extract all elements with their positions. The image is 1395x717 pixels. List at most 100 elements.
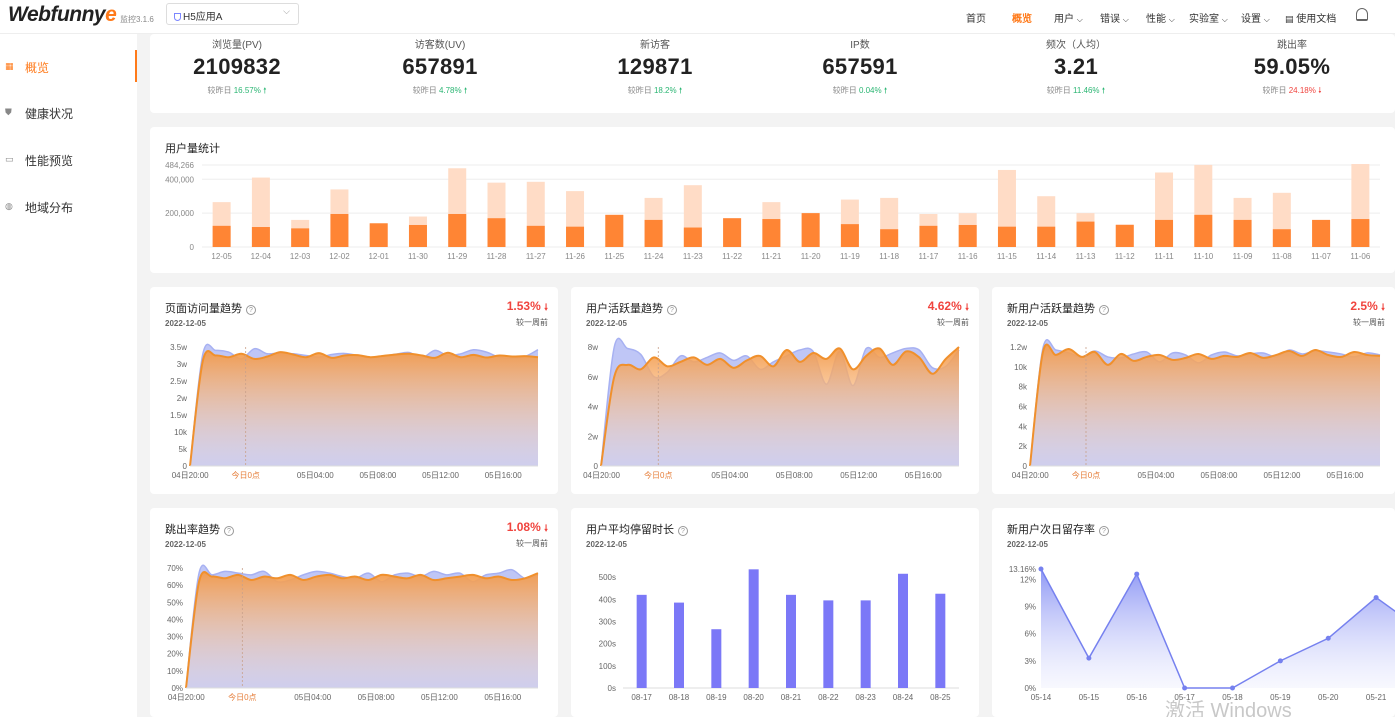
y-tick-label: 500s: [599, 573, 616, 582]
help-icon[interactable]: ?: [224, 526, 234, 536]
bar-value: [330, 213, 349, 247]
bar-value: [958, 224, 977, 247]
nav-item-2[interactable]: 用户 ⌵: [1054, 10, 1083, 25]
y-tick-label: 40%: [167, 615, 183, 624]
x-tick-label: 05日08:00: [776, 471, 813, 480]
nav-item-0[interactable]: 首页: [966, 10, 986, 25]
avg-stay-card: 用户平均停留时长? 2022-12-05 0s 100s 200s 300s 400s 5…: [571, 508, 979, 717]
app-selector[interactable]: H5应用A ⌵: [166, 3, 299, 25]
chevron-down-icon: ⌵: [1122, 15, 1129, 24]
y-tick-label: 200s: [599, 640, 616, 649]
x-tick-label: 05日16:00: [485, 471, 522, 480]
stat-compare: 较昨日 4.78% 🠕: [412, 86, 468, 95]
stat-label: 访客数(UV): [414, 40, 466, 51]
x-tick-label: 11-11: [1154, 252, 1174, 261]
help-icon[interactable]: ?: [667, 305, 677, 315]
logo[interactable]: Webfunnye: [8, 3, 117, 27]
x-tick-label: 05日12:00: [1264, 471, 1301, 480]
x-tick-label: 05日08:00: [359, 471, 396, 480]
chart-date: 2022-12-05: [1007, 319, 1048, 328]
y-tick-label: 0%: [1024, 684, 1036, 693]
stat-value: 129871: [617, 54, 693, 79]
x-tick-label: 今日0点: [231, 470, 259, 480]
stat-compare: 较昨日 16.57% 🠕: [207, 86, 267, 95]
nav-item-6[interactable]: 设置 ⌵: [1241, 10, 1270, 25]
x-tick-label: 05日12:00: [421, 693, 458, 702]
chart-date: 2022-12-05: [586, 540, 627, 549]
sidebar-item-performance[interactable]: ▭ 性能预览: [0, 143, 137, 175]
chart-compare: 较一周前: [516, 318, 548, 327]
chart-title: 页面访问量趋势?: [165, 300, 256, 316]
arrow-up-icon: 🠕: [263, 86, 267, 95]
arrow-up-icon: 🠕: [678, 86, 683, 95]
retention-area: [1041, 569, 1395, 688]
x-tick-label: 11-08: [1272, 252, 1292, 261]
x-tick-label: 11-28: [487, 252, 507, 261]
y-tick-label: 3%: [1024, 657, 1036, 666]
nav-label: 概览: [1012, 14, 1032, 25]
y-tick-label: 2w: [588, 432, 598, 441]
stat-value: 657591: [822, 54, 898, 79]
sidebar-item-health[interactable]: ⛊ 健康状况: [0, 96, 137, 128]
x-tick-label: 今日0点: [644, 470, 672, 480]
bounce-rate-card: 跳出率趋势? 2022-12-05 1.08% 🠗 较一周前 0% 10% 20% 3…: [150, 508, 558, 717]
bar-value: [605, 214, 624, 247]
nav-label: 首页: [966, 14, 986, 25]
data-point: [1230, 685, 1235, 691]
nav-label: 错误: [1100, 14, 1120, 25]
bar-value: [840, 224, 859, 247]
help-icon[interactable]: ?: [678, 526, 688, 536]
bar-value: [1312, 219, 1331, 247]
chart-date: 2022-12-05: [165, 540, 206, 549]
doc-icon: ▤: [1285, 14, 1294, 24]
nav-item-1[interactable]: 概览: [1012, 10, 1032, 25]
nav-item-4[interactable]: 性能 ⌵: [1146, 10, 1175, 25]
nav-item-7[interactable]: ▤ 使用文档: [1285, 10, 1336, 25]
x-tick-label: 05日16:00: [1327, 471, 1364, 480]
stat-value: 3.21: [1053, 54, 1099, 79]
nav-item-5[interactable]: 实验室 ⌵: [1189, 10, 1228, 25]
active-users-card: 用户活跃量趋势? 2022-12-05 4.62% 🠗 较一周前 0 2w 4w 6w…: [571, 287, 979, 494]
nav-item-3[interactable]: 错误 ⌵: [1100, 10, 1129, 25]
user-count-card: 用户量统计 0 200,000 400,000 484,266 12-05 12-04 12…: [150, 127, 1395, 273]
y-tick-label: 50%: [167, 598, 183, 607]
nav-label: 设置: [1241, 14, 1261, 25]
page-views-card: 页面访问量趋势? 2022-12-05 1.53% 🠗 较一周前 0 5k 10k 1…: [150, 287, 558, 494]
y-tick-label: 10k: [1014, 363, 1028, 372]
windows-activation-watermark: 激活 Windows: [1165, 700, 1292, 717]
arrow-down-icon: 🠗: [544, 523, 548, 533]
sidebar-item-region[interactable]: ◍ 地域分布: [0, 190, 137, 222]
retention-card: 新用户次日留存率? 2022-12-05 0% 3% 6% 9% 12% 13.16% 05…: [992, 508, 1395, 717]
bar: [860, 600, 871, 688]
chart-change: 4.62% 🠗: [927, 299, 969, 313]
x-tick-label: 05日04:00: [1138, 471, 1175, 480]
x-tick-label: 08-24: [893, 693, 914, 702]
y-tick-label: 30%: [167, 633, 183, 642]
x-tick-label: 11-13: [1076, 252, 1096, 261]
help-icon[interactable]: ?: [1099, 305, 1109, 315]
x-tick-label: 05日16:00: [484, 693, 521, 702]
new-active-users-chart: 0 2k 4k 6k 8k 10k 1.2w 04日20:00 今日0点 05日04:00 05日0…: [1010, 339, 1381, 480]
x-tick-label: 05-20: [1318, 693, 1339, 702]
shield-icon: ⛊: [5, 107, 12, 117]
bell-icon[interactable]: [1356, 8, 1368, 21]
x-tick-label: 11-23: [683, 252, 703, 261]
sidebar: ▦ 概览 ⛊ 健康状况 ▭ 性能预览 ◍ 地域分布: [0, 34, 137, 717]
x-tick-label: 08-19: [706, 693, 727, 702]
bar-value: [369, 223, 388, 247]
y-tick-label: 0s: [608, 684, 616, 693]
data-point: [1277, 658, 1283, 664]
x-tick-label: 今日0点: [1072, 470, 1100, 480]
help-icon[interactable]: ?: [246, 305, 256, 315]
x-tick-label: 11-30: [408, 252, 428, 261]
help-icon[interactable]: ?: [1099, 526, 1109, 536]
stat-compare: 较昨日 0.04% 🠕: [832, 86, 888, 95]
avg-stay-chart: 0s 100s 200s 300s 400s 500s 08-17 08-18 08-19 08-…: [599, 569, 959, 702]
bar-value: [291, 228, 310, 247]
chart-date: 2022-12-05: [1007, 540, 1048, 549]
sidebar-item-overview[interactable]: ▦ 概览: [0, 50, 137, 82]
stat-uv: 访客数(UV) 657891 较昨日 4.78% 🠕: [330, 34, 550, 99]
bar-value: [723, 218, 742, 247]
bar: [898, 573, 908, 688]
stat-ip: IP数 657591 较昨日 0.04% 🠕: [750, 34, 970, 99]
